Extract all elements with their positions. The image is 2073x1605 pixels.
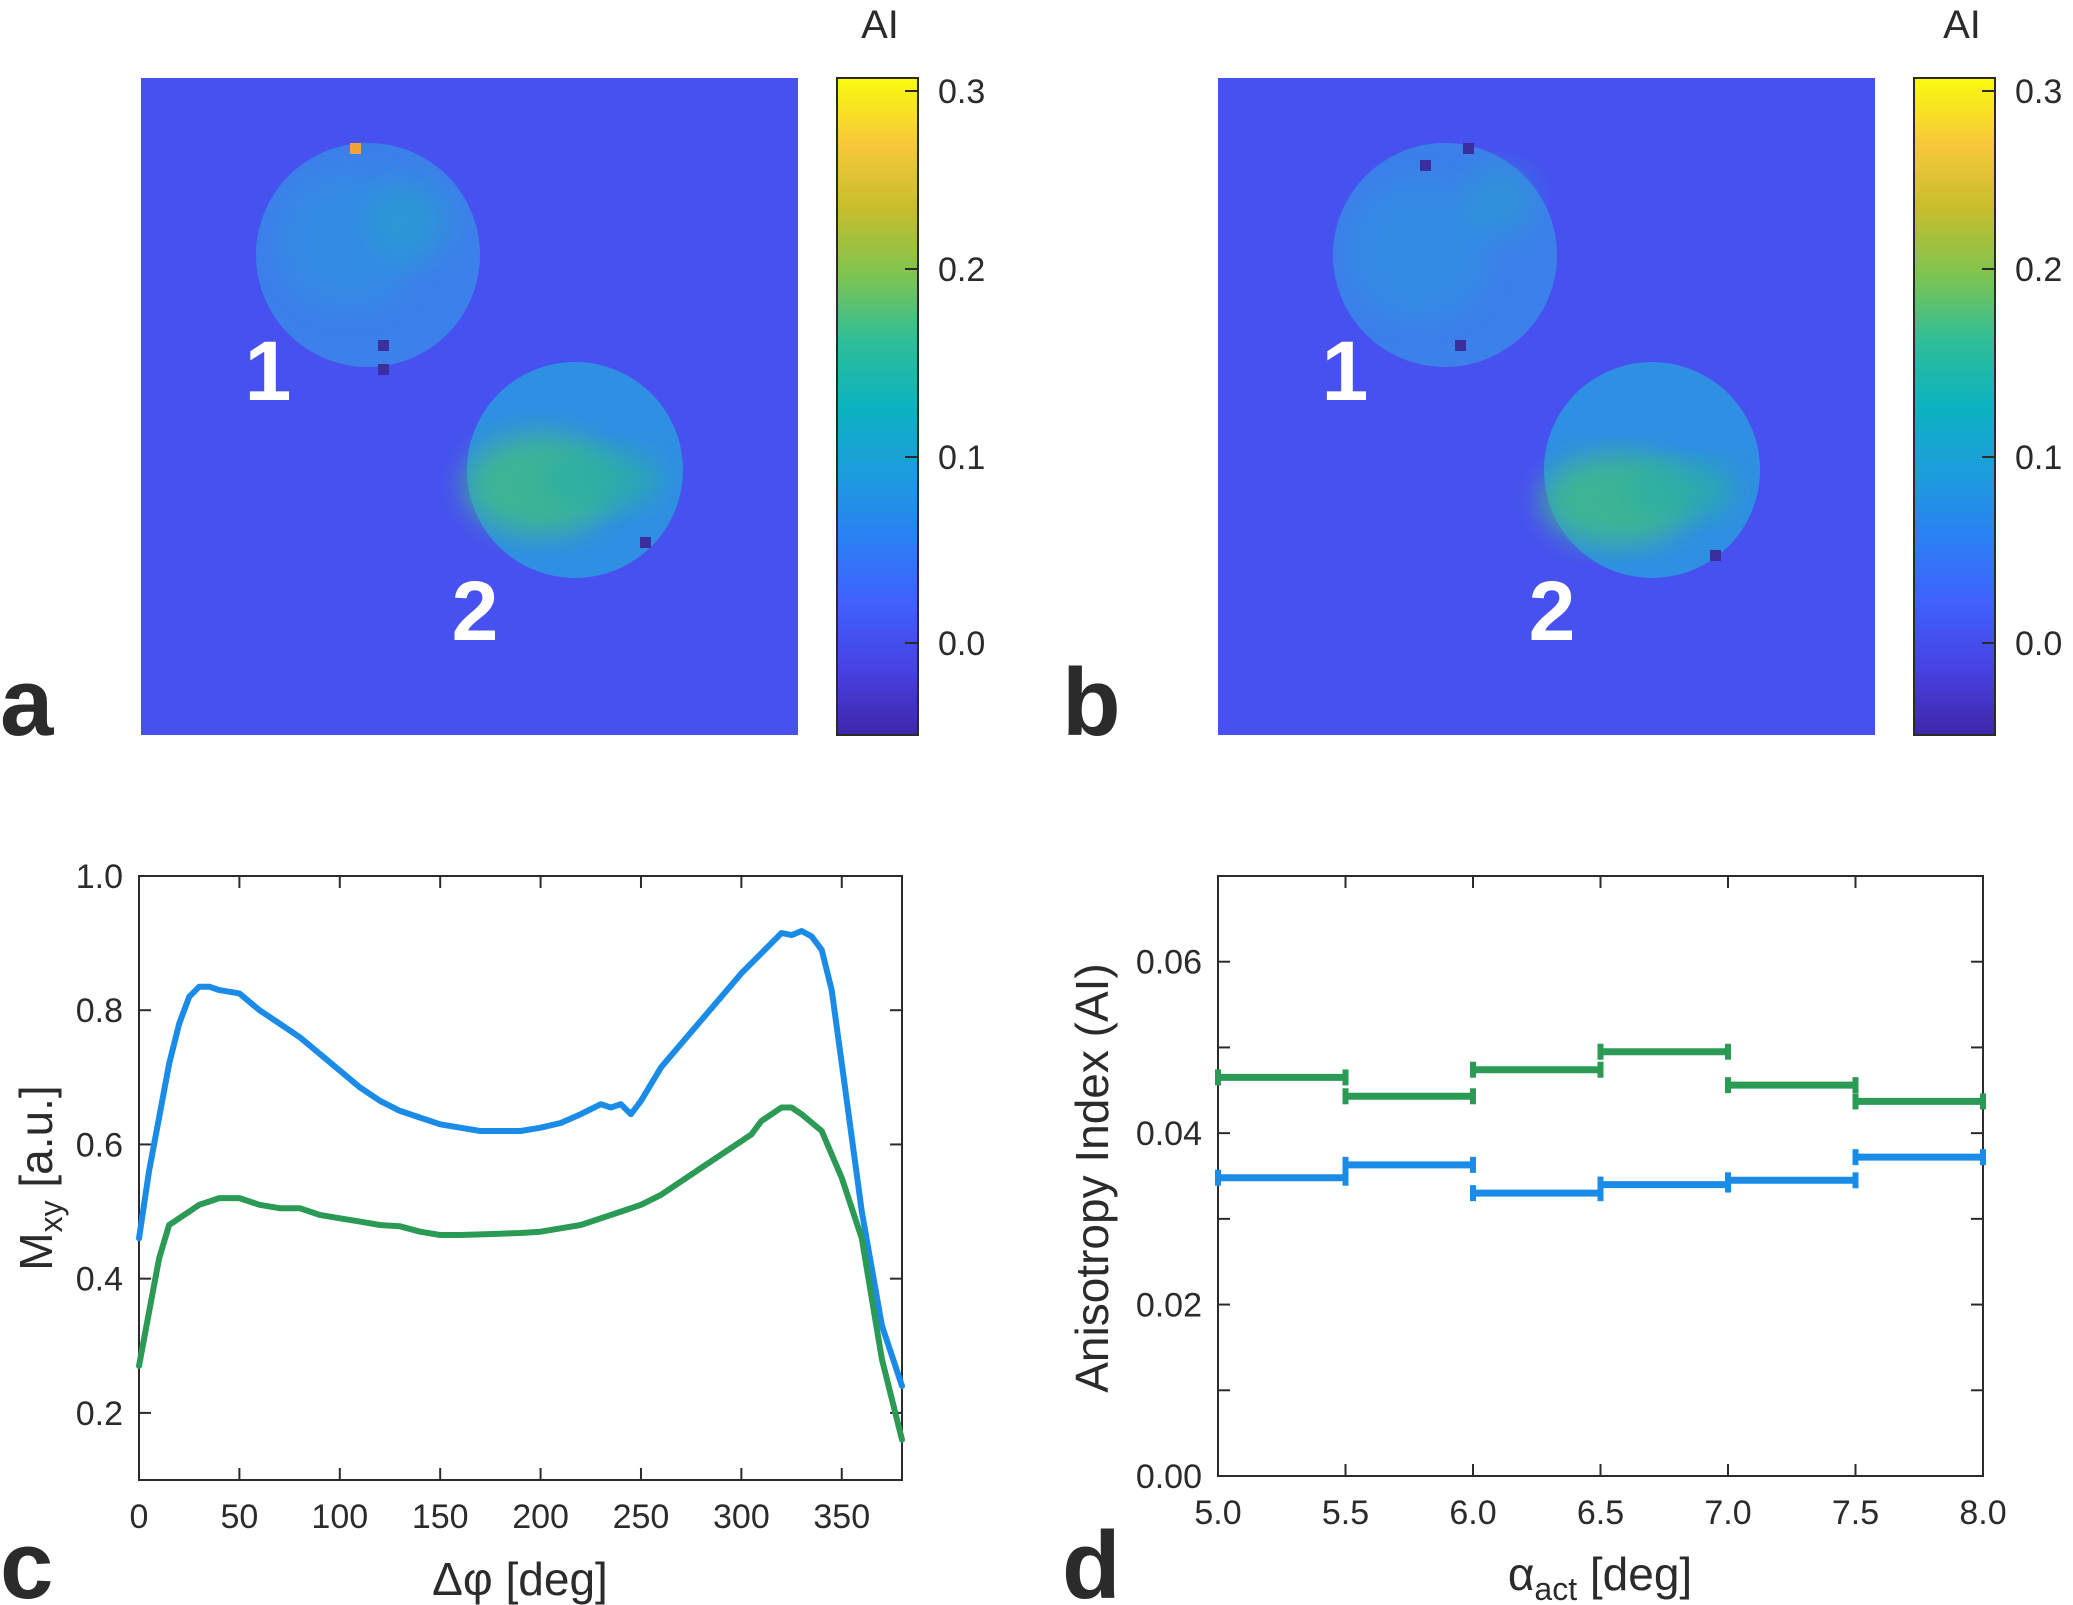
chart-d-xtick-label: 5.5	[1322, 1494, 1369, 1532]
chart-c-ylabel-main: M	[10, 1232, 62, 1270]
chart-c-xtick-label: 0	[130, 1498, 149, 1536]
chart-c-ytick-label: 0.8	[76, 992, 123, 1030]
colorbar-a-ticks	[905, 90, 918, 644]
chart-c-ytick-label: 0.4	[76, 1261, 123, 1299]
chart-c-series-line-1	[136, 928, 905, 1389]
chart-c-ylabel-rest: [a.u.]	[10, 1085, 62, 1200]
chart-d-ylabel: Anisotropy Index (AI)	[1066, 963, 1118, 1393]
heatmap-a-image	[141, 78, 798, 735]
chart-c-series-line-2	[136, 1104, 905, 1443]
colorbar-b-title: AI	[1943, 3, 1981, 47]
chart-d-xtick-label: 7.0	[1704, 1494, 1751, 1532]
chart-d-ytick-label: 0.04	[1136, 1115, 1202, 1153]
chart-c-frame	[138, 875, 903, 1481]
panel-a: 1 2 0.3 0.2 0.1 0.0 AI a	[0, 3, 985, 756]
panel-letter-c: c	[0, 1512, 53, 1605]
colorbar-b-ticks	[1982, 90, 1995, 644]
chart-c-xtick-label: 300	[713, 1498, 770, 1536]
heatmap-b-dark-pixel	[1455, 340, 1466, 351]
chart-d-xlabel-rest: [deg]	[1577, 1548, 1692, 1600]
heatmap-b-region-2	[1542, 362, 1760, 578]
colorbar-a-tick-label: 0.2	[938, 251, 985, 289]
heatmap-a-dark-pixel	[640, 537, 651, 548]
line-chart-c: 0 50 100 150 200 250 300 350 0.2 0.4 0.6 0.8 1.0 Δφ …	[0, 858, 905, 1605]
panel-b: 1 2 0.3 0.2 0.1 0.0 AI b	[1062, 3, 2062, 756]
chart-c-xtick-label: 200	[512, 1498, 569, 1536]
chart-c-xtick-label: 100	[311, 1498, 368, 1536]
heatmap-b-dark-pixel	[1463, 143, 1474, 154]
chart-d-xlabel-sub: act	[1534, 1571, 1577, 1605]
step-chart-d: 5.0 5.5 6.0 6.5 7.0 7.5 8.0 0.00 0.02 0.04 0.06 αa…	[1062, 875, 2007, 1605]
panel-letter-a: a	[0, 649, 54, 756]
chart-d-xtick-label: 7.5	[1832, 1494, 1879, 1532]
chart-d-xtick-label: 6.5	[1577, 1494, 1624, 1532]
heatmap-b-dark-pixel	[1710, 550, 1721, 561]
chart-d-xtick-label: 8.0	[1959, 1494, 2006, 1532]
chart-d-xtick-label: 5.0	[1194, 1494, 1241, 1532]
chart-d-xlabel: αact [deg]	[1508, 1548, 1692, 1605]
heatmap-a-region-2	[465, 362, 683, 578]
chart-d-ticks: 5.0 5.5 6.0 6.5 7.0 7.5 8.0 0.00 0.02 0.04 0.06	[1136, 876, 2007, 1532]
colorbar-a-tick-label: 0.3	[938, 73, 985, 111]
chart-d-ytick-label: 0.00	[1136, 1458, 1202, 1496]
chart-c-ylabel-sub: xy	[33, 1200, 69, 1232]
heatmap-a-hot-pixel	[350, 143, 361, 154]
chart-d-xtick-label: 6.0	[1449, 1494, 1496, 1532]
colorbar-a-tick-label: 0.1	[938, 439, 985, 477]
colorbar-b	[1913, 77, 1996, 736]
chart-c-xtick-label: 150	[412, 1498, 469, 1536]
heatmap-a-dark-pixel	[378, 340, 389, 351]
chart-c-series	[136, 928, 905, 1443]
chart-c-ylabel: Mxy [a.u.]	[10, 1085, 69, 1270]
heatmap-b-image	[1218, 78, 1875, 735]
chart-d-ytick-label: 0.06	[1136, 944, 1202, 982]
colorbar-a-tick-label: 0.0	[938, 625, 985, 663]
heatmap-b-dark-pixel	[1420, 160, 1431, 171]
panel-letter-b: b	[1062, 649, 1121, 756]
chart-d-series	[1215, 1043, 1986, 1202]
colorbar-b-tick-label: 0.0	[2015, 625, 2062, 663]
colorbar-b-tick-label: 0.1	[2015, 439, 2062, 477]
heatmap-a-region-label-1: 1	[245, 324, 292, 418]
chart-c-ytick-label: 0.2	[76, 1395, 123, 1433]
heatmap-a-dark-pixel	[378, 364, 389, 375]
chart-c-ytick-label: 0.6	[76, 1126, 123, 1164]
chart-c-xtick-label: 350	[813, 1498, 870, 1536]
colorbar-a-title: AI	[861, 3, 899, 47]
colorbar-b-tick-label: 0.3	[2015, 73, 2062, 111]
chart-c-xtick-label: 250	[613, 1498, 670, 1536]
chart-c-ytick-label: 1.0	[76, 858, 123, 896]
heatmap-b-region-1	[1333, 143, 1557, 367]
heatmap-b-region-label-1: 1	[1322, 324, 1369, 418]
heatmap-b-region-label-2: 2	[1529, 564, 1576, 658]
chart-c-xtick-label: 50	[220, 1498, 258, 1536]
chart-d-ytick-label: 0.02	[1136, 1287, 1202, 1325]
colorbar-b-tick-label: 0.2	[2015, 251, 2062, 289]
heatmap-a-region-1	[256, 143, 480, 367]
chart-d-xlabel-main: α	[1508, 1548, 1535, 1600]
panel-letter-d: d	[1062, 1512, 1121, 1605]
chart-c-xlabel: Δφ [deg]	[432, 1553, 608, 1605]
chart-c-ticks: 0 50 100 150 200 250 300 350 0.2 0.4 0.6 0.8 1.0	[76, 858, 902, 1536]
heatmap-a-region-label-2: 2	[452, 564, 499, 658]
colorbar-a	[836, 77, 919, 736]
